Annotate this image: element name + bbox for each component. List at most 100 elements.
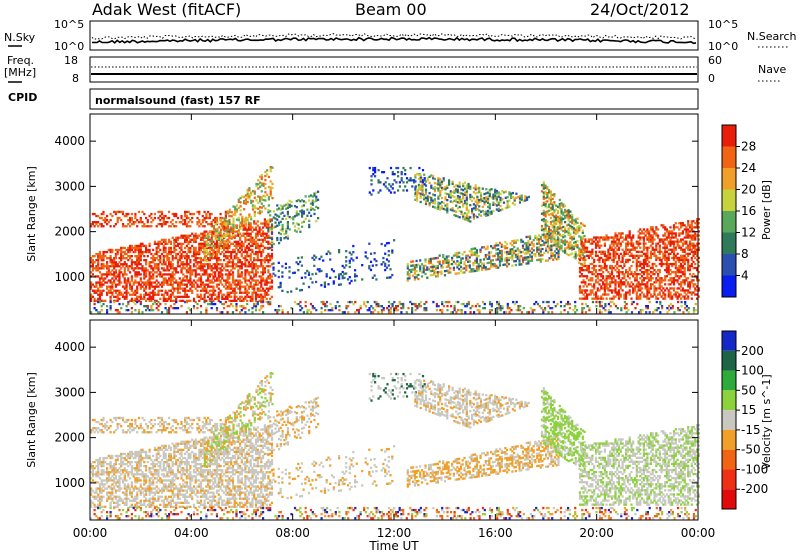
power-cell [602, 275, 605, 278]
power-cell [338, 273, 341, 276]
power-cell [637, 295, 640, 298]
power-cell [513, 197, 516, 200]
power-cell [157, 273, 160, 276]
power-cell [132, 293, 135, 296]
power-cell [191, 285, 194, 288]
power-cell [184, 221, 187, 224]
power-cell [374, 171, 377, 174]
power-cell [593, 260, 596, 264]
power-cell [98, 285, 102, 288]
power-cell [614, 264, 617, 268]
power-cell [639, 289, 642, 292]
power-cell [217, 273, 220, 276]
power-cell [150, 275, 153, 278]
power-cell [458, 185, 461, 188]
power-cell [427, 260, 431, 263]
power-cell [114, 212, 117, 216]
power-cell [589, 254, 592, 257]
power-cell [239, 236, 242, 239]
power-cell [226, 244, 229, 248]
power-cell [536, 246, 539, 249]
power-cell [527, 252, 530, 255]
power-cell [549, 192, 552, 195]
power-cell [104, 265, 107, 268]
power-cell [504, 247, 507, 250]
power-cell [495, 252, 498, 255]
power-cell [220, 236, 223, 240]
power-cell [549, 221, 552, 224]
power-cell [150, 283, 153, 286]
power-cell [430, 186, 433, 189]
power-cell [187, 289, 190, 292]
power-cell [264, 199, 267, 202]
power-cell [628, 273, 631, 276]
power-cell [616, 244, 619, 247]
power-cell [93, 289, 96, 292]
power-cell [235, 242, 238, 245]
power-cell [157, 293, 160, 296]
power-cell [221, 221, 224, 224]
power-cell [567, 217, 570, 220]
power-cell [621, 236, 624, 239]
power-cell [649, 240, 653, 243]
power-cell [345, 260, 348, 263]
power-cell [487, 205, 490, 208]
power-cell [653, 281, 656, 284]
power-cell [114, 248, 117, 252]
power-cell [465, 212, 468, 216]
power-cell [243, 218, 246, 221]
power-cell [472, 191, 475, 194]
power-cell [247, 291, 250, 294]
power-cell [224, 263, 227, 266]
power-cell [644, 258, 647, 262]
power-cell [449, 271, 452, 274]
power-cell [481, 197, 484, 200]
power-cell [318, 268, 321, 271]
power-cell [377, 169, 380, 172]
power-cell [155, 293, 158, 296]
power-cell [189, 219, 192, 222]
power-cell [546, 210, 549, 213]
power-cell [208, 293, 211, 296]
power-cell [301, 199, 304, 202]
power-cell [152, 219, 155, 222]
power-cell [423, 179, 426, 182]
power-cell [205, 236, 208, 239]
power-cell [109, 225, 112, 228]
power-cell [412, 260, 415, 263]
power-cell [162, 279, 165, 282]
power-cell [293, 205, 297, 208]
power-cell [219, 216, 222, 220]
power-cell [269, 228, 272, 231]
power-cell [447, 263, 450, 266]
power-cell [456, 264, 459, 267]
power-cell [646, 281, 649, 284]
power-cell [168, 246, 171, 250]
power-cell [129, 248, 132, 252]
power-cell [350, 257, 353, 260]
power-cell [674, 260, 677, 264]
power-cell [382, 183, 386, 186]
power-cell [286, 221, 289, 224]
power-cell [132, 281, 135, 284]
power-cell [269, 287, 272, 290]
power-cell [160, 216, 164, 220]
power-cell [452, 254, 455, 257]
power-cell [415, 259, 418, 263]
power-cell [509, 248, 512, 251]
power-cell [129, 257, 132, 260]
power-cell [145, 273, 148, 276]
power-cell [397, 166, 400, 170]
power-cell [537, 254, 541, 257]
power-cell [544, 203, 547, 206]
power-cell [204, 259, 207, 262]
power-cell [560, 204, 563, 207]
power-cell [234, 212, 237, 215]
power-cell [189, 238, 192, 241]
power-cell [484, 268, 487, 271]
power-cell [582, 297, 585, 300]
power-cell [231, 271, 235, 274]
power-cell [201, 269, 204, 272]
power-cell [166, 267, 169, 270]
power-cell [553, 250, 557, 253]
